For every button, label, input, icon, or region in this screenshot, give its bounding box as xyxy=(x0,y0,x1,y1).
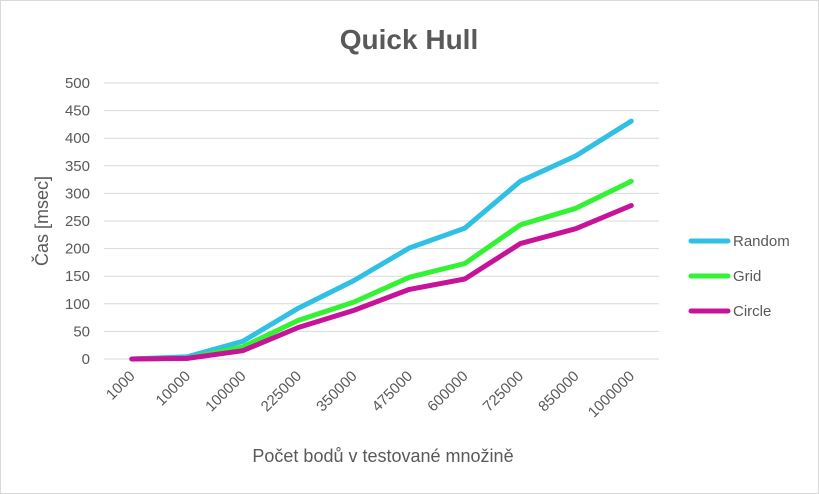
x-tick-label: 10000 xyxy=(153,368,195,410)
x-tick-label: 850000 xyxy=(535,368,582,415)
x-tick-label: 350000 xyxy=(313,368,360,415)
y-tick-label: 300 xyxy=(65,185,90,202)
x-tick-label: 225000 xyxy=(258,368,305,415)
chart-title: Quick Hull xyxy=(340,24,478,55)
y-axis-title: Čas [msec] xyxy=(31,176,52,266)
series-line-circle xyxy=(129,203,634,362)
legend-label-circle: Circle xyxy=(733,303,771,320)
legend-label-random: Random xyxy=(733,233,790,250)
y-tick-label: 200 xyxy=(65,241,90,258)
x-tick-label: 475000 xyxy=(369,368,416,415)
x-tick-label: 1000 xyxy=(103,368,139,404)
x-tick-label: 600000 xyxy=(424,368,471,415)
series-line-random xyxy=(129,118,634,362)
y-tick-label: 0 xyxy=(82,351,90,368)
y-tick-label: 250 xyxy=(65,213,90,230)
series-lines xyxy=(129,118,634,362)
y-tick-label: 400 xyxy=(65,130,90,147)
y-tick-label: 500 xyxy=(65,75,90,92)
y-tick-label: 100 xyxy=(65,296,90,313)
y-tick-label: 450 xyxy=(65,103,90,120)
x-tick-label: 1000000 xyxy=(585,368,638,421)
legend-label-grid: Grid xyxy=(733,268,761,285)
x-tick-label: 725000 xyxy=(480,368,527,415)
y-tick-label: 150 xyxy=(65,268,90,285)
x-axis-ticks: 1000 10000 100000 225000 350000 475000 600000 7… xyxy=(103,368,638,421)
y-tick-label: 350 xyxy=(65,158,90,175)
y-axis-ticks: 0 50 100 150 200 250 300 350 400 450 500 xyxy=(65,75,90,368)
series-line-grid xyxy=(129,178,634,362)
x-tick-label: 100000 xyxy=(202,368,249,415)
legend: Random Grid Circle xyxy=(688,233,790,320)
y-tick-label: 50 xyxy=(73,323,90,340)
x-axis-title: Počet bodů v testované množině xyxy=(252,446,513,466)
gridlines xyxy=(104,82,659,360)
